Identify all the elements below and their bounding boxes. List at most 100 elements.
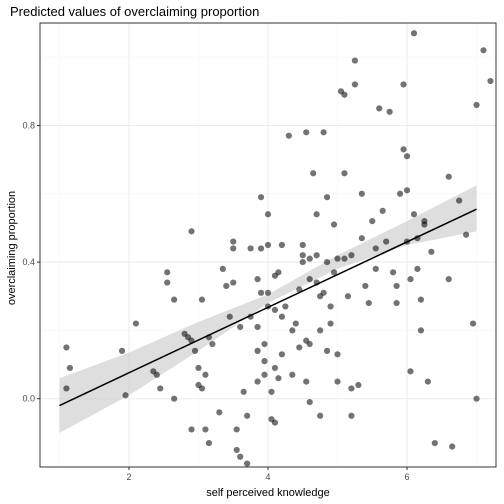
data-point — [306, 399, 313, 406]
data-point — [296, 344, 303, 351]
data-point — [247, 245, 254, 252]
data-point — [417, 296, 425, 303]
data-point — [122, 392, 129, 399]
data-point — [261, 340, 268, 348]
data-point — [424, 378, 431, 385]
data-point — [209, 340, 216, 348]
data-point — [188, 426, 195, 433]
data-point — [414, 265, 421, 273]
chart-title: Predicted values of overclaiming proport… — [10, 4, 259, 19]
data-point — [226, 313, 233, 320]
data-point — [289, 371, 296, 378]
data-point — [480, 47, 487, 54]
data-point — [317, 327, 324, 334]
data-point — [202, 426, 209, 433]
x-axis: 2 4 6 — [126, 467, 410, 482]
data-point — [153, 371, 160, 378]
data-point — [257, 245, 265, 252]
data-point — [264, 289, 272, 296]
data-point — [348, 412, 355, 419]
data-point — [330, 221, 338, 228]
data-point — [403, 153, 411, 160]
data-point — [230, 245, 237, 252]
data-point — [223, 282, 230, 290]
data-point — [275, 269, 282, 276]
data-point — [351, 81, 358, 88]
x-tick-label: 4 — [265, 472, 270, 482]
confidence-band — [59, 185, 477, 433]
data-point — [428, 248, 435, 255]
data-point — [171, 395, 178, 402]
data-point — [233, 446, 240, 454]
x-tick-label: 6 — [405, 472, 410, 482]
data-point — [407, 276, 414, 283]
data-point — [400, 146, 407, 153]
data-point — [396, 190, 404, 197]
data-point — [306, 340, 313, 348]
data-point — [469, 320, 477, 327]
data-point — [191, 347, 199, 354]
data-point — [271, 364, 279, 372]
data-point — [292, 320, 299, 327]
data-point — [362, 282, 369, 290]
data-point — [282, 303, 289, 310]
data-point — [289, 327, 296, 334]
data-point — [393, 282, 400, 290]
data-point — [463, 231, 470, 238]
data-point — [341, 170, 348, 177]
data-point — [264, 211, 272, 218]
data-point — [261, 358, 268, 365]
data-point — [237, 453, 244, 460]
data-point — [341, 255, 348, 262]
data-point — [449, 443, 456, 450]
data-points — [63, 30, 494, 467]
data-point — [334, 255, 341, 262]
data-point — [341, 91, 348, 98]
data-point — [230, 238, 237, 245]
data-point — [118, 347, 126, 354]
data-point — [358, 190, 365, 197]
data-point — [244, 412, 251, 419]
data-point — [275, 375, 282, 382]
data-point — [271, 306, 279, 313]
data-point — [445, 276, 452, 283]
data-point — [164, 269, 171, 276]
data-point — [254, 323, 261, 331]
data-point — [299, 241, 306, 249]
y-tick-label: 0.8 — [22, 120, 35, 130]
data-point — [410, 211, 418, 218]
data-point — [386, 108, 393, 115]
data-point — [403, 187, 411, 194]
data-point — [330, 269, 338, 276]
data-point — [355, 381, 362, 389]
data-point — [233, 426, 240, 433]
data-point — [372, 265, 379, 273]
data-point — [407, 368, 414, 375]
data-point — [240, 388, 247, 395]
y-axis-label: overclaiming proportion — [6, 191, 18, 305]
data-point — [487, 77, 494, 85]
data-point — [313, 211, 320, 218]
data-point — [296, 286, 303, 293]
data-point — [383, 238, 390, 245]
data-point — [365, 299, 372, 307]
data-point — [348, 385, 355, 392]
data-point — [344, 293, 352, 300]
data-point — [310, 170, 317, 177]
data-point — [188, 228, 195, 235]
data-point — [317, 412, 324, 419]
data-point — [348, 252, 355, 259]
data-point — [63, 344, 70, 351]
data-point — [257, 289, 265, 296]
data-point — [351, 57, 358, 64]
data-point — [303, 129, 310, 136]
data-point — [299, 252, 306, 259]
data-point — [334, 378, 341, 385]
data-point — [327, 320, 334, 327]
data-point — [216, 409, 223, 416]
data-point — [306, 276, 313, 283]
data-point — [379, 207, 386, 214]
data-point — [473, 101, 480, 109]
data-point — [237, 323, 244, 331]
